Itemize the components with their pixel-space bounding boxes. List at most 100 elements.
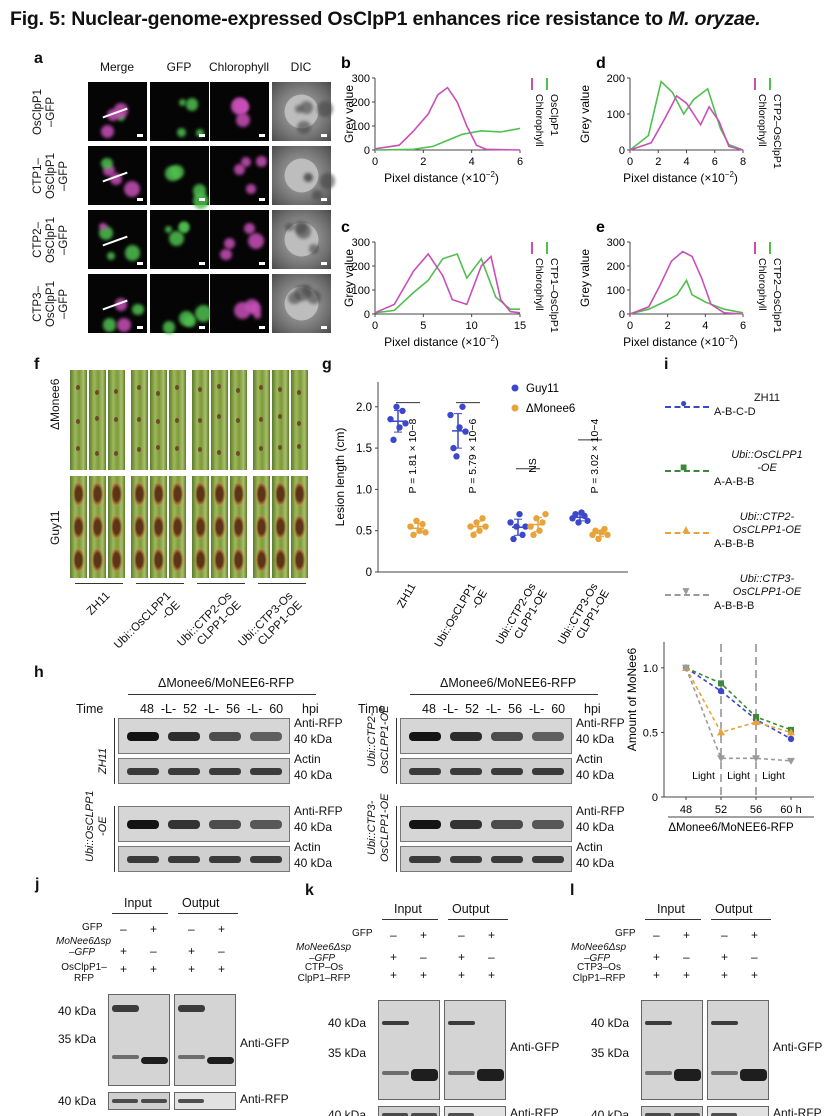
y-tick-label: 200	[607, 261, 625, 273]
blot-header: ΔMonee6/MoNEE6-RFP	[158, 676, 295, 690]
bait-row-label: MoNee6Δsp –GFP	[296, 942, 352, 964]
bait-sign: +	[653, 950, 661, 964]
guy11-point	[453, 453, 460, 460]
band-nonspecific	[382, 1071, 409, 1075]
bait-sign: –	[488, 950, 495, 964]
lesion	[92, 482, 103, 506]
leaf-blade	[108, 476, 125, 578]
lesion	[134, 515, 145, 539]
band	[450, 768, 482, 775]
output-header: Output	[715, 902, 753, 916]
anti-rfp-blot-output	[444, 1106, 506, 1116]
micrograph-dic	[272, 146, 336, 205]
series-line	[685, 667, 792, 740]
group-label: Ubi::OsCLPP1 -OE	[112, 590, 183, 652]
time-label: Time	[358, 702, 386, 716]
guy11-point	[572, 510, 579, 518]
monee6-point	[530, 531, 537, 539]
organelle-spot	[241, 156, 252, 168]
y-tick-label: 0	[364, 145, 370, 157]
anti-rfp-label: Anti-RFP	[240, 1092, 289, 1106]
band	[491, 768, 523, 775]
lesion	[153, 515, 164, 539]
band-nonspecific	[112, 1055, 139, 1059]
y-axis-label: Grey value	[578, 249, 592, 307]
time-row: 48 -L- 52 -L- 56 -L- 60	[422, 702, 566, 716]
legend-label-monee6: ΔMonee6	[526, 403, 575, 415]
guy11-point	[447, 411, 454, 419]
column-header-dic: DIC	[290, 60, 312, 74]
guy11-point	[584, 517, 591, 524]
gfp-profile-line	[374, 253, 520, 314]
lesion	[214, 548, 225, 572]
band-nonspecific	[645, 1071, 672, 1075]
bait-row-label: MoNee6Δsp –GFP	[56, 936, 112, 958]
line-bracket	[396, 806, 397, 872]
lesion	[111, 482, 122, 506]
line-bracket	[114, 806, 115, 872]
series-point	[718, 680, 724, 687]
band-rfp	[711, 1113, 737, 1116]
header-underline	[410, 694, 598, 695]
series-line	[685, 667, 792, 731]
small-lesion	[95, 389, 99, 395]
leaf-blade	[131, 370, 148, 470]
monee6-point	[407, 523, 414, 530]
organelle-spot	[178, 98, 187, 107]
guy11-point	[402, 420, 409, 427]
monee6-point	[536, 527, 543, 534]
profile-panel-c: c 0 100 200 300 0 5 10 15 Grey value Pixel distanc…	[341, 219, 560, 349]
organelle-spot	[195, 128, 204, 138]
prey-sign: +	[458, 968, 466, 982]
gfp-sign: +	[488, 928, 496, 942]
legend-marker-monee6	[511, 404, 519, 412]
x-tick-label: 4	[683, 156, 689, 168]
lesion	[275, 548, 286, 572]
group-label: ZH11	[84, 590, 113, 618]
kda-40-label: 40 kDa	[576, 820, 615, 834]
organelle-spot	[184, 315, 196, 327]
x-tick-label: 0	[627, 320, 633, 332]
gfp-row-label: GFP	[352, 928, 373, 939]
leaf-blade	[169, 370, 186, 470]
guy11-point	[456, 424, 463, 431]
lesion	[73, 548, 84, 572]
small-lesion	[217, 414, 221, 420]
band-40kda	[178, 1005, 205, 1012]
lesion	[233, 548, 244, 572]
band	[168, 820, 200, 829]
leaf-blade	[108, 370, 125, 470]
small-lesion	[236, 418, 240, 424]
organelle-spot	[165, 166, 180, 181]
organelle-spot	[178, 222, 190, 233]
x-tick-label: 0	[627, 156, 633, 168]
western-blot-rfp	[118, 718, 290, 754]
series-point	[752, 755, 760, 763]
annotation-bg	[723, 769, 754, 783]
organelle-spot	[192, 184, 207, 198]
prey-sign: +	[683, 968, 691, 982]
light-annotation: Light	[762, 770, 785, 782]
organelle-spot	[234, 301, 251, 319]
group-underline	[75, 583, 123, 584]
x-tick-label: 52	[715, 804, 727, 816]
legend-marker: ▲	[680, 522, 692, 536]
band	[127, 856, 159, 863]
prey-sign: +	[420, 968, 428, 982]
bait-sign: –	[420, 950, 427, 964]
small-lesion	[278, 387, 282, 393]
micrograph-merge	[88, 210, 147, 269]
band	[409, 856, 441, 863]
y-tick-label: 300	[352, 73, 370, 85]
legend-label-guy11: Guy11	[526, 383, 559, 395]
legend-label-protein: CTP2–OsClpP1	[771, 94, 783, 169]
legend-letter-code: A-A-B-B	[714, 476, 755, 488]
x-tick-label: 6	[517, 156, 523, 168]
lesion-length-chart: 0 0.5 1.0 1.5 2.0 Lesion length (cm) P = 1.81 …	[333, 382, 628, 649]
x-tick-label: 5	[420, 320, 426, 332]
micrograph-merge	[88, 82, 147, 141]
x-tick-label: 2	[420, 156, 426, 168]
y-tick-label: 0	[652, 792, 658, 804]
organelle-spot	[246, 184, 256, 194]
panel-label: k	[305, 882, 314, 899]
